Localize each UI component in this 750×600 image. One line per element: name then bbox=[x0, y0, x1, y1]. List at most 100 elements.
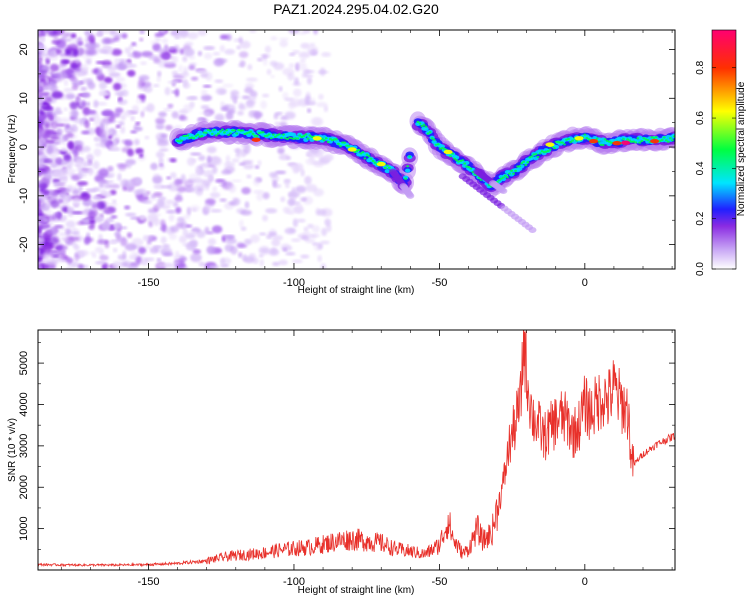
spectrogram-noise-blob bbox=[258, 232, 267, 236]
spectrogram-noise-blob bbox=[140, 61, 147, 65]
spectrogram-ridge-cell bbox=[208, 129, 212, 132]
spectrogram-noise-blob bbox=[131, 42, 137, 46]
spectrogram-noise-blob bbox=[236, 45, 242, 50]
spectrogram-noise-blob bbox=[87, 210, 100, 217]
spectrogram-noise-blob bbox=[70, 101, 78, 111]
spectrogram-noise-blob bbox=[270, 36, 278, 41]
spectrogram-noise-blob bbox=[278, 153, 290, 161]
spectrogram-noise-blob bbox=[216, 58, 227, 65]
spectrogram-noise-blob bbox=[129, 53, 136, 58]
spectrogram-noise-blob bbox=[75, 57, 80, 66]
spectrogram-noise-blob bbox=[238, 102, 245, 110]
spectrogram-noise-blob bbox=[114, 231, 121, 237]
spectrogram-hotspot bbox=[312, 136, 322, 141]
spectrogram-noise-blob bbox=[301, 235, 310, 241]
spectrogram-noise-blob bbox=[139, 30, 145, 34]
spectrogram-noise-blob bbox=[134, 177, 143, 185]
spectrogram-noise-blob bbox=[150, 162, 158, 171]
spectrogram-noise-blob bbox=[45, 129, 55, 135]
colorbar-gradient bbox=[712, 30, 736, 269]
spectrogram-noise-blob bbox=[279, 40, 289, 48]
spectrogram-noise-blob bbox=[127, 187, 134, 192]
spectrogram-noise-blob bbox=[285, 251, 296, 256]
spectrogram-noise-blob bbox=[62, 32, 71, 37]
spectrogram-noise-blob bbox=[188, 55, 196, 60]
spectrogram-ridge-cell bbox=[255, 134, 259, 137]
spectrogram-noise-blob bbox=[148, 55, 159, 60]
spectrogram-noise-blob bbox=[317, 242, 323, 250]
spectrogram-noise-blob bbox=[39, 109, 45, 117]
spectrogram-ridge-cell bbox=[218, 130, 222, 133]
spectrogram-noise-blob bbox=[123, 110, 133, 117]
spectrogram-ridge-cell bbox=[601, 143, 605, 147]
spectrogram-noise-blob bbox=[192, 249, 201, 255]
spectrogram-noise-blob bbox=[139, 214, 146, 221]
spectrogram-noise-blob bbox=[73, 141, 82, 146]
spectrogram-noise-blob bbox=[206, 146, 217, 154]
spectrogram-noise-blob bbox=[61, 249, 66, 256]
spectrogram-noise-blob bbox=[163, 107, 173, 112]
spectrogram-noise-blob bbox=[170, 225, 180, 233]
spectrogram-noise-blob bbox=[194, 184, 200, 189]
spectrogram-ridge-cell bbox=[280, 136, 283, 140]
spectrogram-noise-blob bbox=[202, 84, 212, 88]
spectrogram-noise-blob bbox=[225, 154, 231, 164]
spectrogram-noise-blob bbox=[121, 139, 129, 144]
spectrogram-noise-blob bbox=[135, 121, 141, 125]
spectrogram-noise-blob bbox=[306, 76, 313, 85]
spectrogram-noise-blob bbox=[97, 239, 109, 244]
spectrogram-ridge-cell bbox=[271, 133, 275, 136]
spectrogram-ridge-cell bbox=[278, 133, 281, 136]
spectrogram-noise-blob bbox=[157, 139, 169, 147]
spectrogram-hotspot bbox=[589, 139, 599, 144]
spectrogram-noise-blob bbox=[38, 104, 41, 112]
spectrogram-noise-blob bbox=[92, 160, 100, 170]
spectrogram-noise-blob bbox=[53, 182, 62, 187]
spectrogram-noise-blob bbox=[175, 206, 182, 214]
spectrogram-noise-blob bbox=[230, 245, 238, 255]
spectrogram-ridge-cell bbox=[404, 177, 408, 180]
spectrogram-noise-blob bbox=[129, 251, 138, 261]
spectrogram-noise-blob bbox=[235, 147, 241, 156]
spectrogram-noise-blob bbox=[51, 91, 64, 99]
spectrogram-noise-blob bbox=[71, 231, 80, 235]
spectrogram-ridge-cell bbox=[510, 169, 513, 172]
spectrogram-noise-blob bbox=[245, 99, 254, 108]
spectrogram-noise-blob bbox=[150, 40, 158, 45]
spectrogram-noise-blob bbox=[324, 218, 331, 226]
spectrogram-noise-blob bbox=[75, 158, 83, 167]
spectrogram-ridge-cell bbox=[455, 159, 458, 162]
spectrogram-ridge-cell bbox=[251, 132, 255, 136]
spectrogram-noise-blob bbox=[247, 64, 253, 71]
spectrogram-noise-blob bbox=[175, 250, 180, 257]
spectrogram-noise-blob bbox=[231, 158, 240, 163]
spectrogram-x-axis-label: Height of straight line (km) bbox=[298, 285, 415, 296]
spectrogram-noise-blob bbox=[292, 88, 302, 97]
spectrogram-noise-blob bbox=[203, 170, 214, 178]
spectrogram-noise-blob bbox=[208, 265, 220, 269]
spectrogram-ridge-cell bbox=[361, 151, 365, 154]
spectrogram-noise-blob bbox=[129, 262, 140, 266]
spectrogram-noise-blob bbox=[307, 45, 319, 55]
spectrogram-noise-blob bbox=[137, 84, 143, 90]
spectrogram-noise-blob bbox=[188, 64, 196, 71]
spectrogram-noise-blob bbox=[169, 172, 177, 179]
spectrogram-noise-blob bbox=[112, 199, 117, 204]
spectrogram-noise-blob bbox=[197, 70, 208, 74]
spectrogram-noise-blob bbox=[226, 109, 236, 115]
spectrogram-noise-blob bbox=[220, 101, 225, 108]
y-tick-label: 4000 bbox=[18, 392, 30, 416]
spectrogram-noise-blob bbox=[54, 224, 64, 229]
spectrogram-ridge-cell bbox=[567, 137, 570, 141]
spectrogram-ridge-cell bbox=[231, 129, 234, 132]
colorbar-tick-label: 0.0 bbox=[695, 262, 706, 276]
spectrogram-ridge-cell bbox=[373, 161, 377, 164]
spectrogram-ridge-cell bbox=[296, 137, 300, 140]
spectrogram-noise-blob bbox=[183, 179, 194, 188]
spectrogram-noise-blob bbox=[133, 126, 143, 132]
spectrogram-noise-blob bbox=[107, 165, 114, 172]
spectrogram-noise-blob bbox=[136, 97, 142, 105]
spectrogram-ridge-cell bbox=[286, 137, 289, 141]
spectrogram-noise-blob bbox=[316, 209, 327, 216]
spectrogram-noise-blob bbox=[156, 75, 161, 83]
